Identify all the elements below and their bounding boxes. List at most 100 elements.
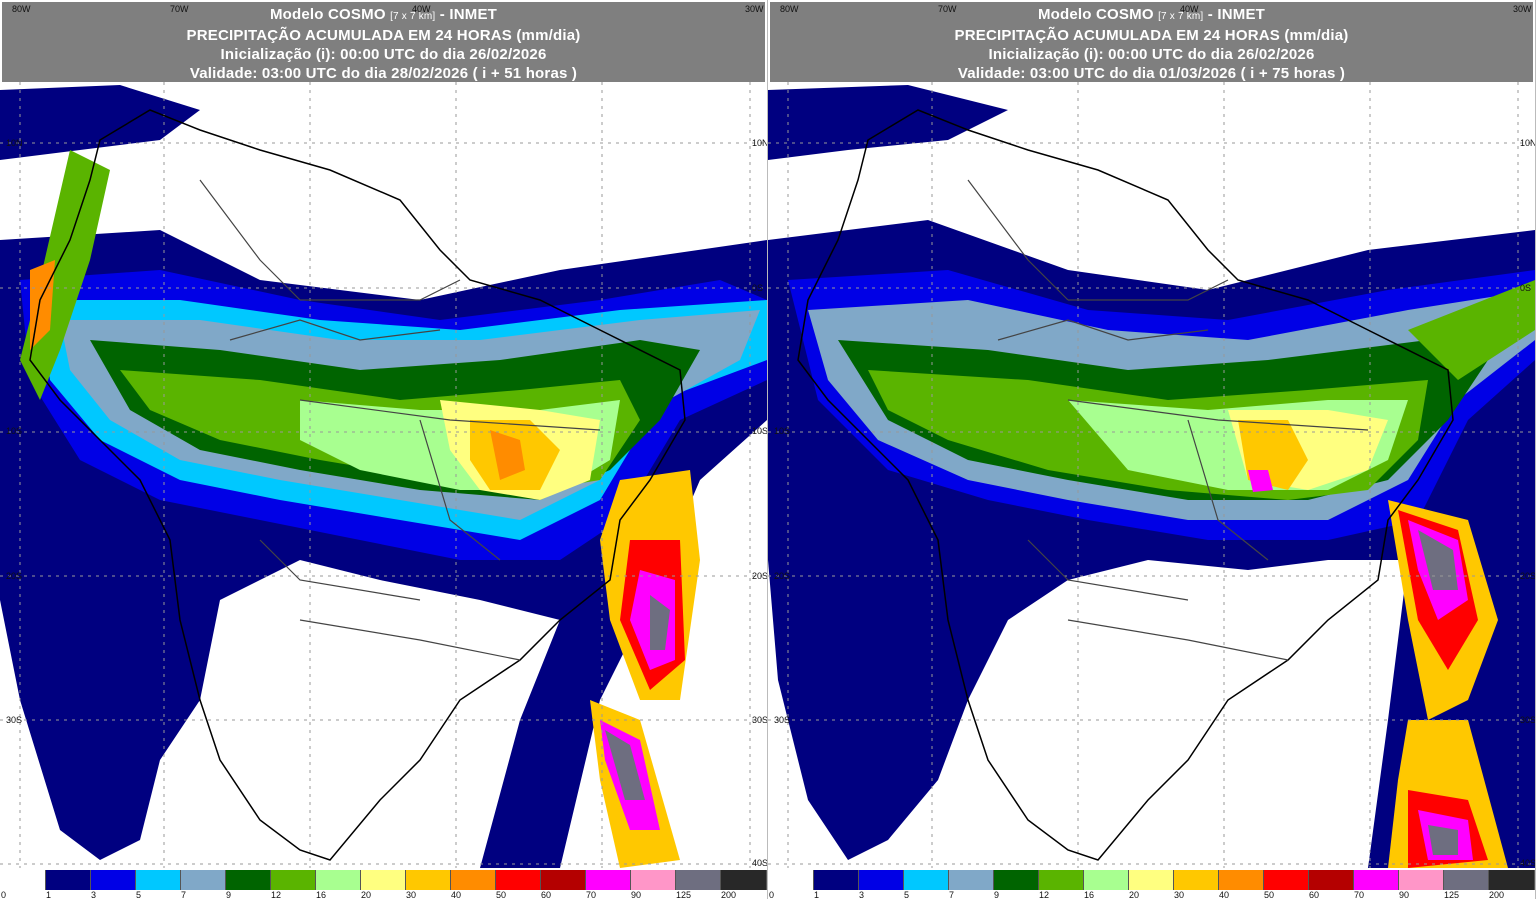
- legend-label: 70: [1354, 890, 1365, 899]
- legend-swatch: [541, 870, 586, 890]
- title-org: - INMET: [1207, 6, 1266, 23]
- lat-tick: 10S: [6, 426, 23, 436]
- legend-labels: 0 1 3 5 7 9 12 16 20 30 40 50 60 70 90 1…: [768, 890, 1535, 899]
- legend-label: 1: [814, 890, 820, 899]
- legend-swatch: [451, 870, 496, 890]
- title-validity: Validade: 03:00 UTC do dia 01/03/2026 ( …: [957, 65, 1346, 82]
- legend-swatch: [1399, 870, 1444, 890]
- lat-tick: 40S: [1520, 858, 1535, 868]
- title-init: Inicialização (i): 00:00 UTC do dia 26/0…: [220, 46, 547, 63]
- lon-tick: 30W: [745, 4, 764, 14]
- lat-tick: 0S: [1520, 283, 1532, 293]
- legend-label: 12: [271, 890, 282, 899]
- lon-tick: 30W: [1513, 4, 1532, 14]
- title-validity: Validade: 03:00 UTC do dia 28/02/2026 ( …: [189, 65, 578, 82]
- lat-tick: 10S: [752, 426, 767, 436]
- legend-label: 40: [451, 890, 462, 899]
- legend-swatch: [631, 870, 676, 890]
- lat-tick: 30S: [6, 715, 23, 725]
- lat-tick: 0S: [752, 283, 764, 293]
- lat-tick: 20S: [6, 571, 23, 581]
- legend-label: 70: [586, 890, 597, 899]
- legend-swatch: [226, 870, 271, 890]
- legend-swatch: [316, 870, 361, 890]
- legend-label: 5: [136, 890, 142, 899]
- lon-tick: 80W: [780, 4, 799, 14]
- legend-swatch: [1354, 870, 1399, 890]
- legend-swatch: [361, 870, 406, 890]
- legend-label: 16: [1084, 890, 1095, 899]
- legend-swatch: [91, 870, 136, 890]
- legend-label: 200: [1489, 890, 1505, 899]
- legend-swatch: [181, 870, 226, 890]
- legend-label: 60: [541, 890, 552, 899]
- lon-tick: 40W: [1180, 4, 1199, 14]
- legend-swatch: [814, 870, 859, 890]
- legend-label: 30: [1174, 890, 1185, 899]
- title-resolution: [7 x 7 km]: [1158, 11, 1204, 22]
- legend-label: 20: [361, 890, 372, 899]
- title-resolution: [7 x 7 km]: [390, 11, 436, 22]
- title-variable: PRECIPITAÇÃO ACUMULADA EM 24 HORAS (mm/d…: [954, 27, 1349, 44]
- precipitation-legend: 0 1 3 5 7 9 12 16 20 30 40 50 60 70 90 1…: [768, 870, 1535, 899]
- legend-swatch: [949, 870, 994, 890]
- forecast-panel-51h: Modelo COSMO [7 x 7 km] - INMET PRECIPIT…: [0, 0, 768, 899]
- map-title-block: Modelo COSMO [7 x 7 km] - INMET PRECIPIT…: [770, 2, 1533, 82]
- legend-label: 0: [769, 890, 775, 899]
- legend-swatch: [0, 870, 46, 890]
- legend-label: 50: [496, 890, 507, 899]
- map-title-block: Modelo COSMO [7 x 7 km] - INMET PRECIPIT…: [2, 2, 765, 82]
- legend-label: 90: [1399, 890, 1410, 899]
- legend-label: 20: [1129, 890, 1140, 899]
- legend-label: 60: [1309, 890, 1320, 899]
- lon-tick: 40W: [412, 4, 431, 14]
- forecast-panel-75h: Modelo COSMO [7 x 7 km] - INMET PRECIPIT…: [768, 0, 1536, 899]
- legend-swatch: [1444, 870, 1489, 890]
- legend-swatch: [859, 870, 904, 890]
- title-model: Modelo COSMO: [269, 6, 386, 23]
- legend-swatch: [1039, 870, 1084, 890]
- legend-swatch: [136, 870, 181, 890]
- legend-swatch: [721, 870, 767, 890]
- lat-tick: 10N: [1520, 138, 1535, 148]
- precipitation-legend: 0 1 3 5 7 9 12 16 20 30 40 50 60 70 90 1…: [0, 870, 767, 899]
- lat-tick: 20S: [774, 571, 791, 581]
- title-model: Modelo COSMO: [1037, 6, 1154, 23]
- lat-tick: 30S: [1520, 715, 1535, 725]
- legend-swatch: [1129, 870, 1174, 890]
- lon-tick: 80W: [12, 4, 31, 14]
- legend-label: 9: [994, 890, 1000, 899]
- legend-swatch: [768, 870, 814, 890]
- legend-label: 0: [1, 890, 7, 899]
- legend-label: 125: [676, 890, 692, 899]
- lat-tick: 10S: [774, 426, 791, 436]
- lat-tick: 40S: [752, 858, 767, 868]
- legend-swatch: [46, 870, 91, 890]
- map-graphic: [768, 82, 1535, 868]
- legend-label: 1: [46, 890, 52, 899]
- legend-swatch: [586, 870, 631, 890]
- lat-tick: 20S: [1520, 571, 1535, 581]
- legend-swatch: [676, 870, 721, 890]
- legend-swatch: [904, 870, 949, 890]
- lat-tick: 10N: [6, 138, 23, 148]
- lon-tick: 70W: [170, 4, 189, 14]
- title-org: - INMET: [439, 6, 498, 23]
- legend-label: 5: [904, 890, 910, 899]
- legend-label: 12: [1039, 890, 1050, 899]
- legend-swatch: [496, 870, 541, 890]
- lat-tick: 10N: [752, 138, 767, 148]
- legend-label: 40: [1219, 890, 1230, 899]
- lat-tick: 20S: [752, 571, 767, 581]
- legend-swatches: [0, 870, 767, 890]
- lat-tick: 30S: [752, 715, 767, 725]
- precipitation-map: Modelo COSMO [7 x 7 km] - INMET PRECIPIT…: [0, 0, 767, 868]
- lat-tick: 30S: [774, 715, 791, 725]
- legend-label: 9: [226, 890, 232, 899]
- legend-swatch: [1489, 870, 1535, 890]
- legend-swatch: [1084, 870, 1129, 890]
- legend-swatch: [406, 870, 451, 890]
- legend-label: 3: [859, 890, 865, 899]
- legend-label: 125: [1444, 890, 1460, 899]
- lon-tick: 70W: [938, 4, 957, 14]
